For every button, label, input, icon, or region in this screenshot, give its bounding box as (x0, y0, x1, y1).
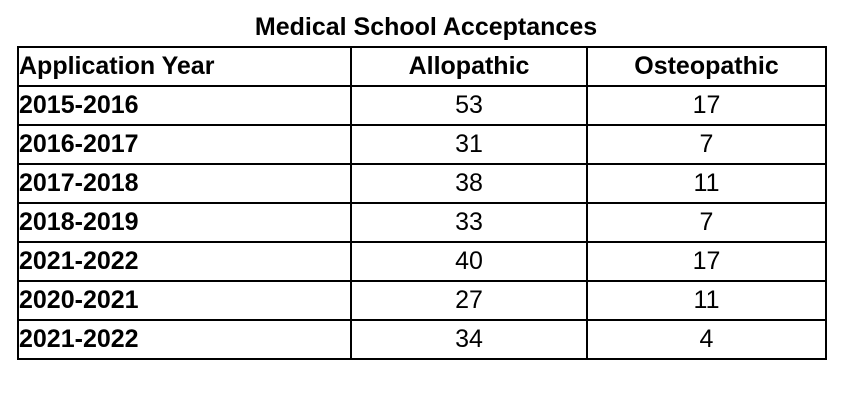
column-header-osteopathic: Osteopathic (586, 46, 827, 87)
osteopathic-cell: 7 (586, 124, 827, 165)
column-header-allopathic: Allopathic (350, 46, 588, 87)
year-cell: 2021-2022 (17, 319, 352, 360)
table-row: 2021-2022 40 17 (17, 241, 827, 282)
osteopathic-cell: 11 (586, 280, 827, 321)
allopathic-cell: 40 (350, 241, 588, 282)
osteopathic-cell: 11 (586, 163, 827, 204)
osteopathic-cell: 4 (586, 319, 827, 360)
header-row: Application Year Allopathic Osteopathic (17, 46, 827, 87)
osteopathic-cell: 17 (586, 241, 827, 282)
table-row: 2016-2017 31 7 (17, 124, 827, 165)
allopathic-cell: 38 (350, 163, 588, 204)
allopathic-cell: 27 (350, 280, 588, 321)
allopathic-cell: 53 (350, 85, 588, 126)
acceptances-table: Application Year Allopathic Osteopathic … (17, 46, 827, 360)
year-cell: 2015-2016 (17, 85, 352, 126)
table-row: 2018-2019 33 7 (17, 202, 827, 243)
year-cell: 2020-2021 (17, 280, 352, 321)
year-cell: 2021-2022 (17, 241, 352, 282)
table-title: Medical School Acceptances (254, 13, 598, 41)
table-row: 2017-2018 38 11 (17, 163, 827, 204)
allopathic-cell: 33 (350, 202, 588, 243)
table-row: 2021-2022 34 4 (17, 319, 827, 360)
table-row: 2015-2016 53 17 (17, 85, 827, 126)
osteopathic-cell: 17 (586, 85, 827, 126)
year-cell: 2016-2017 (17, 124, 352, 165)
year-cell: 2017-2018 (17, 163, 352, 204)
column-header-application-year: Application Year (17, 46, 352, 87)
osteopathic-cell: 7 (586, 202, 827, 243)
allopathic-cell: 31 (350, 124, 588, 165)
allopathic-cell: 34 (350, 319, 588, 360)
table-row: 2020-2021 27 11 (17, 280, 827, 321)
year-cell: 2018-2019 (17, 202, 352, 243)
